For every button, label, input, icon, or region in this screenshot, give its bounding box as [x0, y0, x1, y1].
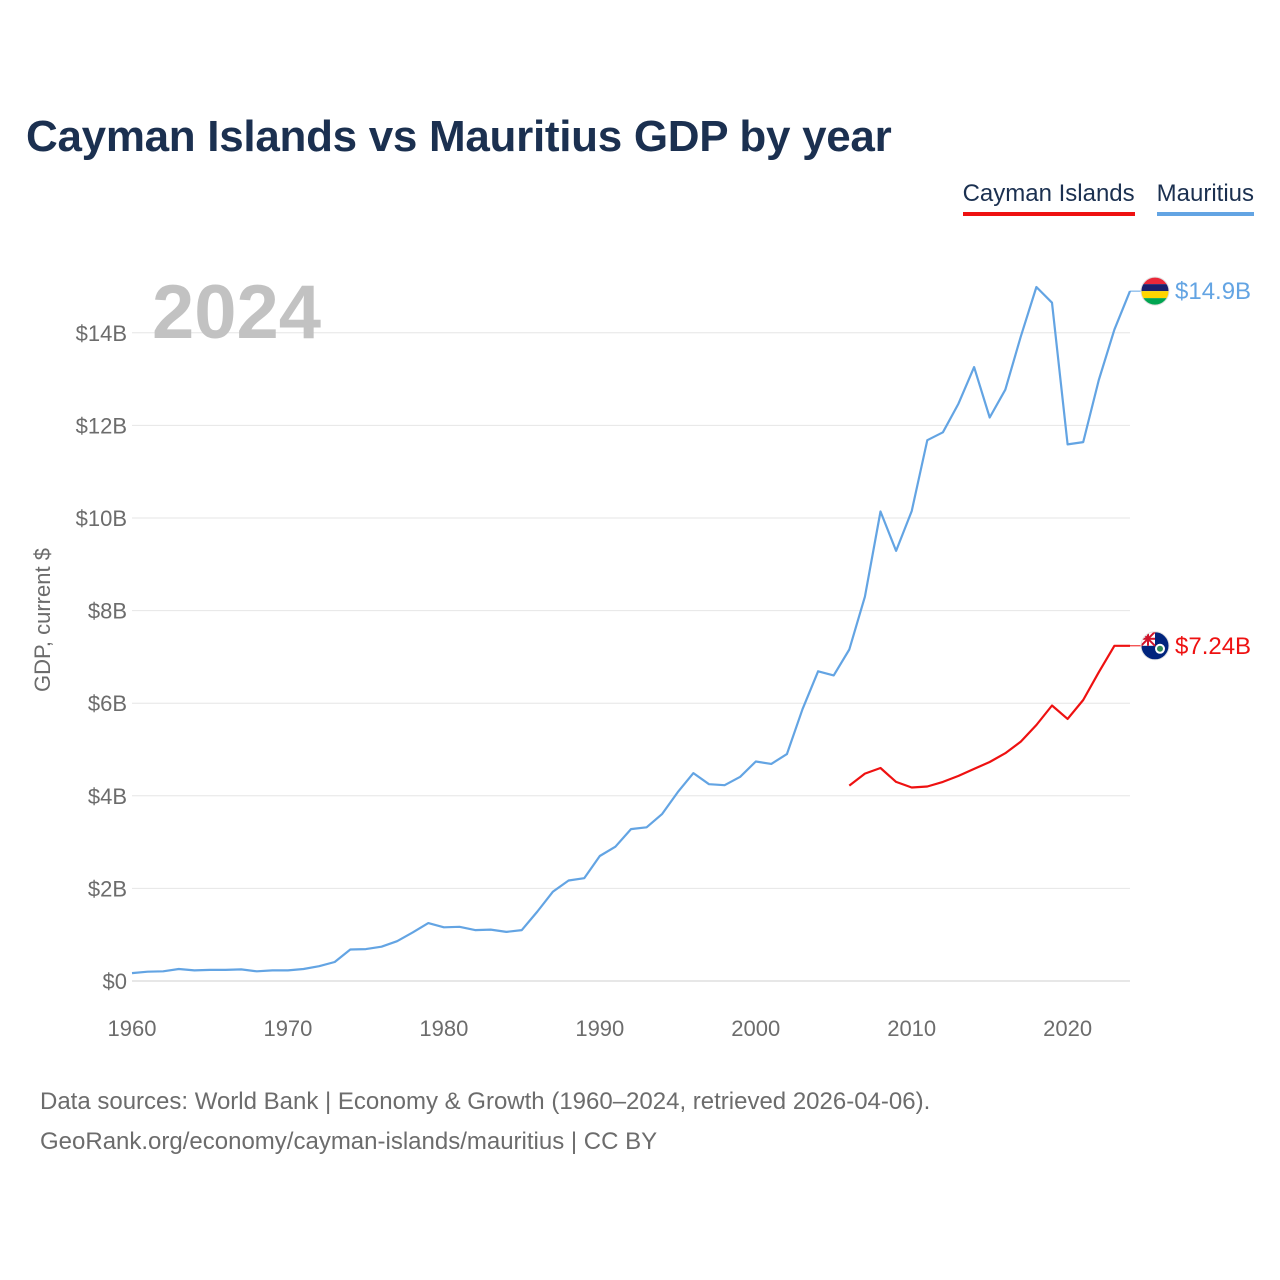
legend: Cayman Islands Mauritius: [962, 180, 1254, 216]
end-value-label-mauritius: $14.9B: [1175, 278, 1251, 305]
gridlines: [132, 332, 1130, 982]
data-source-note: Data sources: World Bank | Economy & Gro…: [40, 1088, 931, 1115]
line-chart: $0$2B$4B$6B$8B$10B$12B$14B 1960 1970 1980 1…: [30, 270, 1251, 1041]
x-axis-ticks: 1960 1970 1980 1990 2000 2010 2020: [108, 1016, 1093, 1041]
x-tick-label: 2020: [1043, 1016, 1092, 1041]
y-tick-label: $2B: [88, 876, 127, 901]
cayman-islands-flag-icon: [1140, 631, 1170, 661]
y-tick-label: $12B: [76, 413, 127, 438]
x-tick-label: 1970: [263, 1016, 312, 1041]
series-line-mauritius: [131, 285, 1132, 975]
y-tick-label: $0: [103, 969, 127, 994]
mauritius-flag-icon: [1140, 276, 1170, 306]
chart-title: Cayman Islands vs Mauritius GDP by year: [26, 112, 892, 161]
year-watermark: 2024: [152, 270, 321, 355]
x-tick-label: 2000: [731, 1016, 780, 1041]
y-tick-label: $10B: [76, 506, 127, 531]
source-url[interactable]: GeoRank.org/economy/cayman-islands/mauri…: [40, 1128, 658, 1155]
legend-item-mauritius[interactable]: Mauritius: [1156, 180, 1254, 216]
series-lines: [131, 285, 1132, 975]
x-tick-label: 1990: [575, 1016, 624, 1041]
y-axis-ticks: $0 $2B $4B $6B $8B $10B $12B $14B: [76, 321, 127, 994]
y-axis-label: GDP, current $: [30, 548, 55, 692]
end-value-label-cayman-islands: $7.24B: [1175, 633, 1251, 660]
footer: Data sources: World Bank | Economy & Gro…: [40, 1082, 930, 1162]
y-tick-label: $14B: [76, 321, 127, 346]
x-tick-label: 1960: [108, 1016, 157, 1041]
y-tick-label: $4B: [88, 784, 127, 809]
series-line-cayman-islands: [848, 644, 1130, 789]
y-tick-label: $6B: [88, 691, 127, 716]
legend-item-cayman-islands[interactable]: Cayman Islands: [962, 180, 1135, 216]
x-tick-label: 1980: [419, 1016, 468, 1041]
y-tick-label: $8B: [88, 599, 127, 624]
series-end-markers: $7.24B $14.9B: [1130, 276, 1251, 661]
x-tick-label: 2010: [887, 1016, 936, 1041]
